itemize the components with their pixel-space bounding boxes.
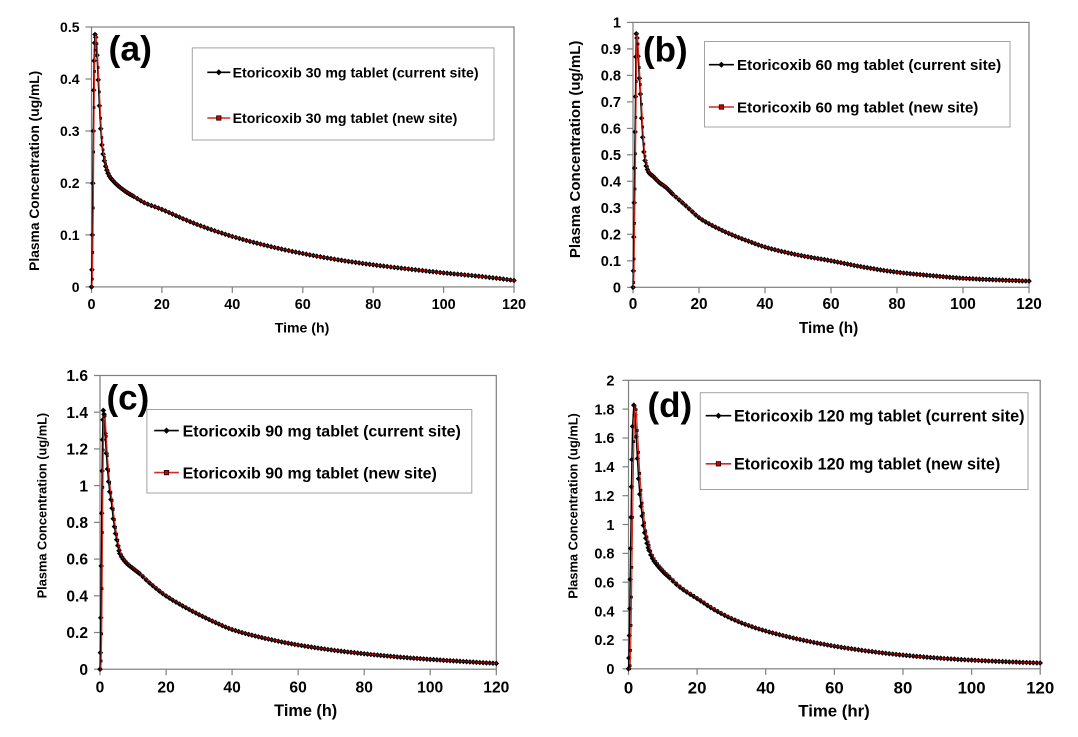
svg-text:100: 100 [432,297,456,313]
svg-text:0.3: 0.3 [601,201,621,217]
svg-text:Plasma Concentration (ug/mL): Plasma Concentration (ug/mL) [565,413,580,599]
svg-text:Etoricoxib 30 mg tablet (new s: Etoricoxib 30 mg tablet (new site) [233,110,458,126]
svg-text:80: 80 [888,296,905,313]
svg-text:0.2: 0.2 [594,633,614,649]
svg-text:1: 1 [613,16,621,32]
svg-text:120: 120 [1016,296,1042,313]
svg-text:(b): (b) [643,31,688,70]
svg-text:0: 0 [624,679,633,698]
svg-text:Etoricoxib 90 mg tablet (curre: Etoricoxib 90 mg tablet (current site) [183,423,461,440]
svg-text:0.2: 0.2 [66,625,88,642]
svg-text:0.1: 0.1 [601,254,621,270]
svg-text:0.8: 0.8 [594,547,614,563]
svg-text:0.3: 0.3 [60,123,80,139]
svg-text:0: 0 [613,281,621,297]
svg-text:120: 120 [502,297,526,313]
svg-text:60: 60 [295,297,311,313]
svg-text:40: 40 [224,297,240,313]
svg-text:0.2: 0.2 [60,175,80,191]
svg-text:0.5: 0.5 [60,19,80,35]
svg-text:0: 0 [87,297,95,313]
svg-text:20: 20 [690,296,707,313]
svg-text:Time (h): Time (h) [274,702,337,720]
svg-text:Time (h): Time (h) [275,320,330,336]
svg-text:0.6: 0.6 [594,576,614,592]
svg-text:(d): (d) [648,386,693,425]
svg-text:0: 0 [72,279,80,295]
svg-text:80: 80 [365,297,381,313]
svg-text:1: 1 [606,518,614,534]
svg-text:1.2: 1.2 [594,489,614,505]
svg-text:20: 20 [157,680,175,697]
svg-text:0: 0 [96,680,105,697]
svg-text:1.8: 1.8 [594,402,614,418]
svg-text:100: 100 [950,296,976,313]
svg-text:0: 0 [79,662,88,679]
svg-text:0.4: 0.4 [66,588,88,605]
svg-text:2: 2 [606,374,614,390]
svg-text:(a): (a) [109,29,152,69]
svg-text:40: 40 [223,680,241,697]
svg-text:Time (hr): Time (hr) [798,702,869,721]
svg-text:0.1: 0.1 [60,227,80,243]
svg-text:Plasma Concentration (ug/mL): Plasma Concentration (ug/mL) [34,413,49,599]
svg-text:0: 0 [629,296,638,313]
svg-text:Etoricoxib 90 mg tablet (new s: Etoricoxib 90 mg tablet (new site) [183,465,437,482]
svg-text:Plasma Concentration (ug/mL): Plasma Concentration (ug/mL) [567,41,584,259]
svg-text:0.9: 0.9 [601,42,621,58]
svg-text:80: 80 [894,679,913,698]
svg-text:1.4: 1.4 [66,405,88,422]
svg-text:20: 20 [154,297,170,313]
svg-text:Plasma Concentration (ug/mL): Plasma Concentration (ug/mL) [27,71,42,271]
svg-text:Etoricoxib 120 mg tablet (curr: Etoricoxib 120 mg tablet (current site) [734,408,1025,426]
svg-text:0.8: 0.8 [66,515,88,532]
svg-text:0.7: 0.7 [601,95,621,111]
svg-text:0.5: 0.5 [601,148,621,164]
svg-text:60: 60 [822,296,839,313]
svg-text:40: 40 [756,679,775,698]
svg-text:0.6: 0.6 [601,122,621,138]
svg-text:100: 100 [417,680,443,697]
svg-text:(c): (c) [107,379,150,418]
svg-text:60: 60 [289,680,307,697]
svg-text:0.6: 0.6 [66,552,88,569]
svg-text:0.4: 0.4 [601,175,622,191]
svg-text:0.4: 0.4 [60,71,80,87]
svg-text:Time (h): Time (h) [799,320,858,337]
svg-text:80: 80 [356,680,374,697]
svg-text:1: 1 [79,478,88,495]
svg-text:100: 100 [958,679,986,698]
svg-text:1.6: 1.6 [594,431,614,447]
svg-text:120: 120 [483,680,509,697]
svg-text:120: 120 [1026,679,1054,698]
svg-text:Etoricoxib 120 mg tablet (new: Etoricoxib 120 mg tablet (new site) [734,456,1000,474]
svg-text:40: 40 [756,296,773,313]
svg-text:0.8: 0.8 [601,69,621,85]
svg-text:0.4: 0.4 [594,604,614,620]
svg-text:1.6: 1.6 [66,368,88,385]
svg-text:Etoricoxib 60 mg tablet (curre: Etoricoxib 60 mg tablet (current site) [737,57,1001,74]
svg-text:0.2: 0.2 [601,228,621,244]
svg-text:0: 0 [606,662,614,678]
svg-text:1.2: 1.2 [66,442,88,459]
svg-text:60: 60 [825,679,844,698]
svg-text:20: 20 [688,679,707,698]
svg-text:Etoricoxib 60 mg tablet (new s: Etoricoxib 60 mg tablet (new site) [737,100,978,117]
svg-text:1.4: 1.4 [594,460,614,476]
svg-text:Etoricoxib 30 mg tablet (curre: Etoricoxib 30 mg tablet (current site) [233,64,479,80]
